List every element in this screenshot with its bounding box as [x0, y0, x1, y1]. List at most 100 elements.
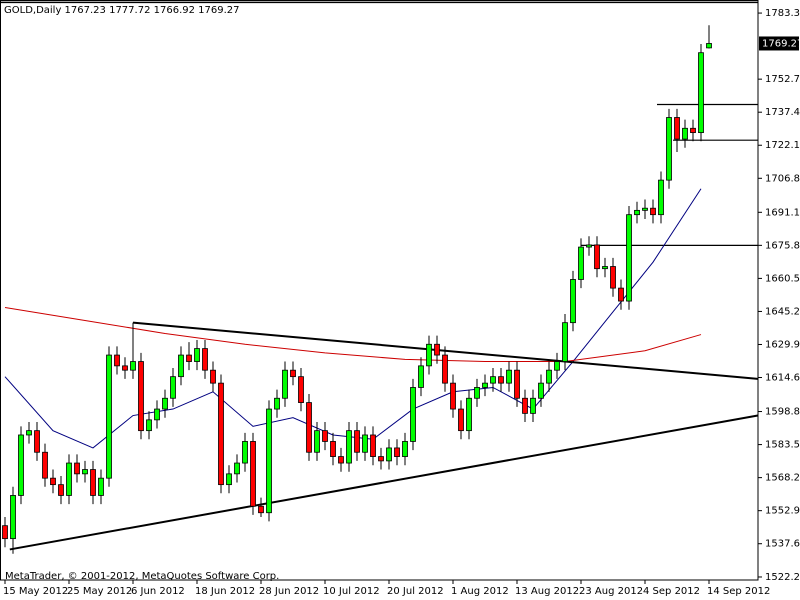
candle-body [666, 117, 672, 181]
candle-body [514, 369, 520, 399]
candle-body [106, 354, 112, 479]
candle-body [586, 244, 592, 248]
candle-body [610, 266, 616, 289]
candle-body [490, 376, 496, 384]
candle-body [202, 348, 208, 371]
candle-body [34, 430, 40, 453]
candle-body [322, 430, 328, 442]
last-price-box [759, 36, 799, 51]
candle-body [114, 354, 120, 367]
candle-body [194, 348, 200, 362]
candle-body [578, 246, 584, 280]
candle-body [346, 430, 352, 464]
candle-body [418, 365, 424, 388]
candle-body [442, 354, 448, 384]
candle-body [154, 408, 160, 421]
candle-body [266, 408, 272, 514]
candle-body [234, 462, 240, 475]
candle-body [682, 127, 688, 140]
y-tick-label: 1783.35 [765, 8, 800, 19]
candle-body [434, 343, 440, 356]
x-tick-label: 23 Aug 2012 [579, 586, 643, 597]
candle-body [250, 441, 256, 507]
y-tick-label: 1691.10 [765, 207, 800, 218]
candle-body [458, 408, 464, 432]
candle-body [226, 473, 232, 486]
candle-body [378, 456, 384, 462]
plot-frame [0, 0, 759, 581]
candle-body [602, 266, 608, 270]
x-tick-label: 6 Jun 2012 [131, 586, 185, 597]
candle-body [530, 397, 536, 414]
y-tick-label: 1552.95 [765, 506, 800, 517]
candle-body [674, 117, 680, 140]
candle-body [130, 361, 136, 371]
y-tick-label: 1737.45 [765, 107, 800, 118]
candle-body [314, 430, 320, 453]
candle-body [90, 469, 96, 496]
moving-average [4, 307, 702, 363]
candle-body [362, 434, 368, 453]
x-tick-label: 10 Jul 2012 [323, 586, 380, 597]
candle-body [498, 376, 504, 384]
candle-body [354, 430, 360, 453]
candle-body [482, 382, 488, 388]
candle-body [58, 484, 64, 496]
candle-body [178, 354, 184, 378]
candle-body [466, 397, 472, 432]
candle-body [74, 462, 80, 475]
candle-body [298, 376, 304, 403]
candle-body [10, 495, 16, 540]
y-tick-label: 1598.85 [765, 407, 800, 418]
plot [0, 1, 758, 554]
candle-body [50, 477, 56, 486]
candle-body [306, 402, 312, 453]
y-tick-label: 1614.60 [765, 373, 800, 384]
candle-body [626, 214, 632, 302]
candle-body [162, 397, 168, 410]
candle-body [170, 376, 176, 399]
trendline [9, 414, 758, 551]
y-tick-label: 1660.50 [765, 273, 800, 284]
candle-body [242, 441, 248, 464]
candle-body [26, 430, 32, 436]
candle-body [18, 434, 24, 496]
candle-body [138, 361, 144, 432]
candle-body [274, 397, 280, 410]
x-tick-label: 13 Aug 2012 [515, 586, 579, 597]
candle-body [658, 179, 664, 216]
candle-body [522, 397, 528, 414]
candle-body [42, 451, 48, 479]
x-tick-label: 20 Jul 2012 [387, 586, 444, 597]
candle-body [506, 369, 512, 384]
candle-body [426, 343, 432, 367]
candle-body [698, 52, 704, 134]
footer: MetaTrader, © 2001-2012, MetaQuotes Soft… [5, 571, 279, 582]
y-tick-label: 1522.25 [765, 572, 800, 583]
candle-body [258, 505, 264, 514]
candle-body [122, 365, 128, 371]
candle-body [66, 462, 72, 496]
candle-body [146, 419, 152, 432]
candle-body [562, 322, 568, 362]
candle-body [2, 525, 8, 540]
candle-body [290, 369, 296, 378]
y-tick-label: 1675.80 [765, 240, 800, 251]
candle-body [338, 456, 344, 464]
y-tick-label: 1537.65 [765, 539, 800, 550]
y-tick-label: 1752.75 [765, 74, 800, 85]
y-tick-label: 1568.25 [765, 473, 800, 484]
x-tick-label: 4 Sep 2012 [643, 586, 700, 597]
y-tick-label: 1706.85 [765, 173, 800, 184]
candle-body [410, 387, 416, 442]
candle-body [474, 387, 480, 399]
candle-body [450, 382, 456, 410]
candle-body [554, 361, 560, 371]
y-tick-label: 1583.55 [765, 440, 800, 451]
candle-body [386, 447, 392, 462]
x-tick-label: 25 May 2012 [67, 586, 132, 597]
candle-body [618, 287, 624, 302]
